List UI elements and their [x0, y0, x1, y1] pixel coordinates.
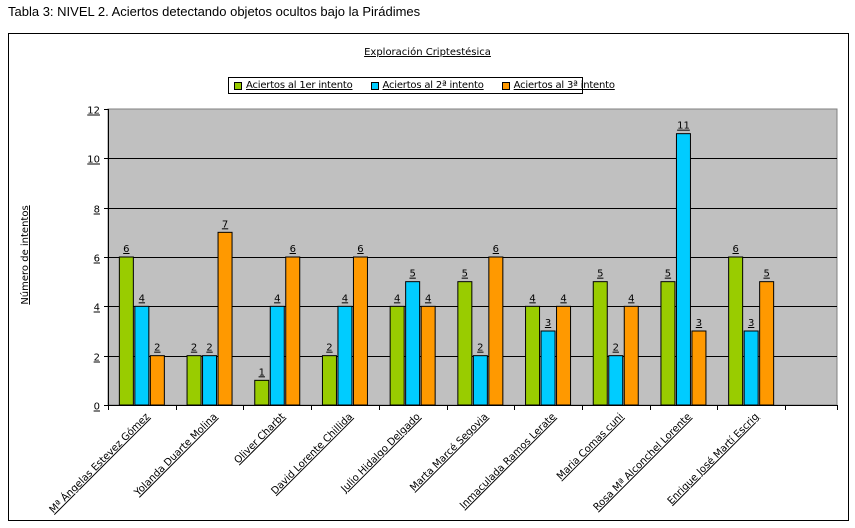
bar	[525, 305, 541, 406]
legend-swatch-series-3	[501, 81, 510, 90]
bar	[337, 305, 353, 406]
data-label: 2	[613, 343, 619, 354]
data-label: 4	[139, 293, 145, 304]
bar	[457, 281, 473, 406]
y-tick-label: 0	[94, 402, 100, 413]
data-label: 5	[462, 269, 468, 280]
data-label: 6	[493, 244, 499, 255]
table-caption: Tabla 3: NIVEL 2. Aciertos detectando ob…	[8, 4, 421, 19]
data-label: 4	[628, 293, 634, 304]
data-label: 2	[326, 343, 332, 354]
chart-legend: Aciertos al 1er intento Aciertos al 2ª i…	[228, 77, 615, 94]
bar	[759, 281, 775, 406]
data-label: 7	[222, 219, 228, 230]
data-label: 3	[696, 318, 702, 329]
bar	[623, 305, 639, 406]
bar	[321, 355, 337, 406]
bar	[675, 133, 691, 406]
legend-swatch-series-2	[370, 81, 379, 90]
data-label: 5	[665, 269, 671, 280]
bar	[472, 355, 488, 406]
bar	[269, 305, 285, 406]
bar	[118, 256, 134, 406]
bar	[134, 305, 150, 406]
data-label: 4	[560, 293, 566, 304]
data-label: 6	[123, 244, 129, 255]
data-label: 3	[545, 318, 551, 329]
bar	[488, 256, 504, 406]
y-tick-label: 12	[87, 106, 100, 117]
data-label: 2	[154, 343, 160, 354]
legend-item-series-3: Aciertos al 3ª intento	[501, 80, 615, 91]
bar	[728, 256, 744, 406]
legend-item-series-1: Aciertos al 1er intento	[234, 80, 353, 91]
y-tick-label: 10	[87, 155, 100, 166]
chart-title: Exploración Criptestésica	[364, 47, 491, 58]
data-label: 6	[290, 244, 296, 255]
bar	[743, 330, 759, 406]
y-tick-label: 8	[94, 205, 100, 216]
data-label: 6	[357, 244, 363, 255]
data-label: 4	[425, 293, 431, 304]
legend-swatch-series-1	[234, 81, 242, 90]
data-label: 4	[342, 293, 348, 304]
bar	[556, 305, 572, 406]
x-tick-label: Maria Comas cuni	[555, 411, 626, 482]
bar	[608, 355, 624, 406]
data-label: 6	[732, 244, 738, 255]
legend-label-series-3: Aciertos al 3ª intento	[513, 80, 615, 91]
bar	[149, 355, 165, 406]
data-label: 2	[206, 343, 212, 354]
data-label: 5	[409, 269, 415, 280]
bar	[660, 281, 676, 406]
bar	[405, 281, 421, 406]
bar	[254, 379, 270, 406]
bar	[389, 305, 405, 406]
data-label: 2	[191, 343, 197, 354]
data-label: 4	[274, 293, 280, 304]
data-label: 11	[677, 121, 690, 132]
bar	[202, 355, 218, 406]
data-label: 4	[529, 293, 535, 304]
x-tick-label: Marta Marcé Segovia	[407, 411, 490, 494]
bar	[540, 330, 556, 406]
y-tick-label: 4	[94, 303, 100, 314]
bar	[285, 256, 301, 406]
data-label: 5	[597, 269, 603, 280]
legend-label-series-2: Aciertos al 2ª intento	[382, 80, 484, 91]
x-tick-label: Mª Ángelas Estevez Gómez	[46, 410, 152, 516]
data-label: 5	[763, 269, 769, 280]
data-label: 3	[748, 318, 754, 329]
y-tick-label: 6	[94, 254, 100, 265]
legend-item-series-2: Aciertos al 2ª intento	[370, 80, 484, 91]
bar	[691, 330, 707, 406]
bar	[217, 231, 233, 406]
bar	[186, 355, 202, 406]
bar	[592, 281, 608, 406]
data-label: 4	[394, 293, 400, 304]
data-label: 2	[477, 343, 483, 354]
bar	[352, 256, 368, 406]
legend-label-series-1: Aciertos al 1er intento	[246, 80, 353, 91]
data-label: 1	[259, 367, 265, 378]
bar	[420, 305, 436, 406]
y-tick-label: 2	[94, 353, 100, 364]
x-tick-label: Oliver Charbt	[232, 411, 287, 466]
